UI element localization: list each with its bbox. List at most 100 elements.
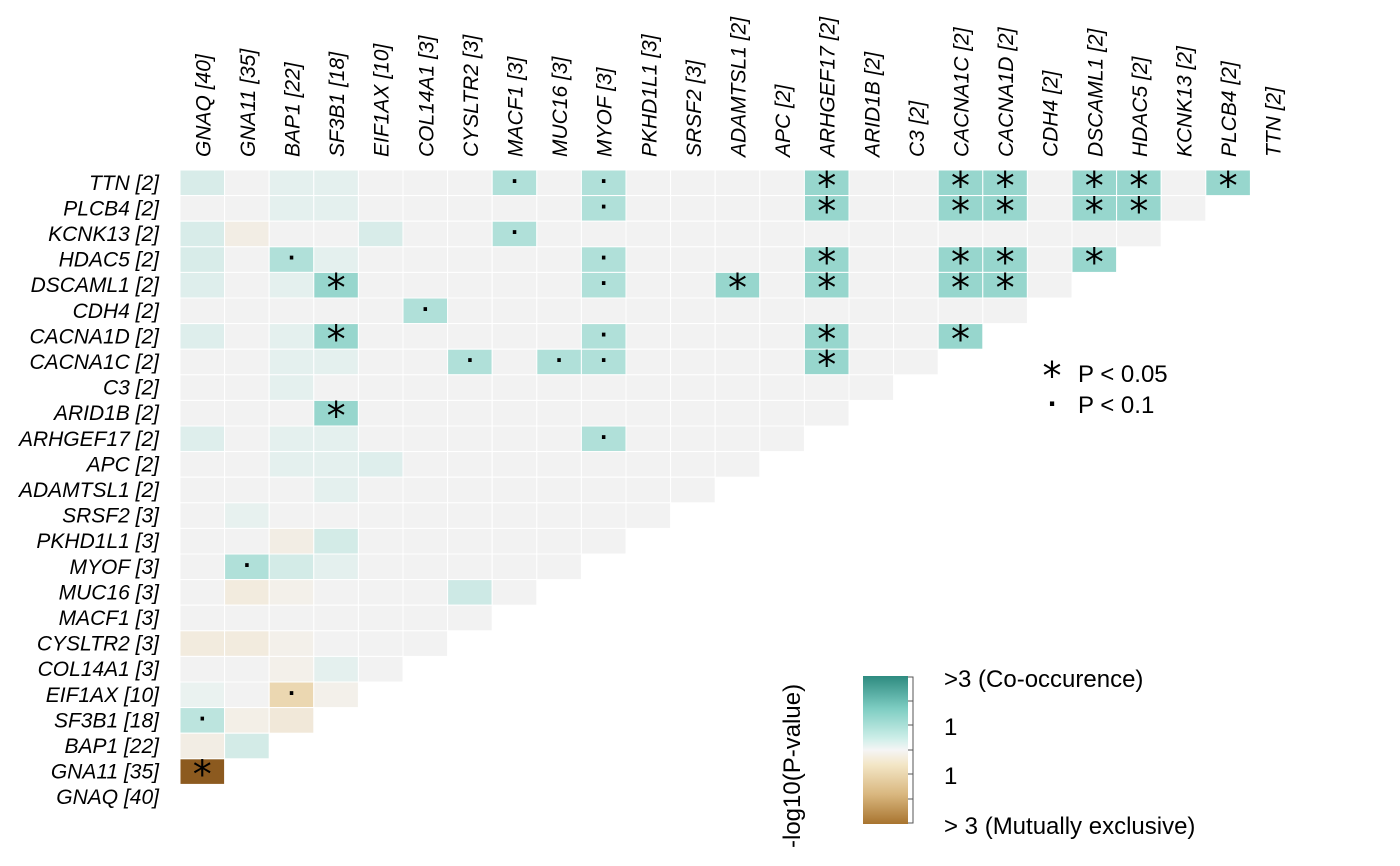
heatmap-cell bbox=[580, 348, 627, 376]
heatmap-cell bbox=[447, 579, 493, 606]
heatmap-cell bbox=[491, 579, 538, 606]
significance-star: * bbox=[327, 394, 346, 438]
heatmap-cell bbox=[491, 271, 538, 299]
heatmap-cell bbox=[224, 707, 270, 734]
heatmap-cell bbox=[848, 195, 895, 222]
legend-star-label: P < 0.05 bbox=[1078, 361, 1168, 388]
heatmap-cell bbox=[625, 246, 672, 273]
heatmap-cell bbox=[1026, 195, 1073, 222]
y-axis-label: MYOF [3] bbox=[70, 556, 161, 579]
heatmap-cell bbox=[1116, 169, 1162, 197]
heatmap-cell bbox=[224, 323, 270, 350]
significance-dot: · bbox=[600, 271, 608, 295]
significance-star: * bbox=[1129, 189, 1148, 233]
heatmap-cell bbox=[224, 476, 270, 504]
y-axis-label: CYSLTR2 [3] bbox=[37, 633, 160, 656]
heatmap-cell bbox=[1026, 169, 1073, 197]
y-axis-label: C3 [2] bbox=[103, 377, 160, 400]
heatmap-cell bbox=[402, 348, 449, 376]
heatmap-cell bbox=[402, 502, 449, 529]
heatmap-cell bbox=[491, 348, 538, 376]
colorbar-title: -log10(P-value) bbox=[779, 684, 806, 848]
heatmap-cell bbox=[224, 630, 270, 657]
x-axis-label: GNA11 [35] bbox=[237, 48, 260, 157]
heatmap-cell bbox=[313, 451, 359, 478]
significance-star: * bbox=[327, 266, 346, 310]
heatmap-cell bbox=[268, 195, 315, 222]
heatmap-cell bbox=[580, 297, 627, 325]
heatmap-cell bbox=[803, 271, 850, 299]
heatmap-cell bbox=[447, 195, 493, 222]
heatmap-cell bbox=[268, 246, 315, 273]
colorbar-gradient bbox=[863, 676, 908, 824]
heatmap-cell bbox=[937, 297, 984, 325]
heatmap-cell bbox=[402, 297, 449, 325]
heatmap-cell bbox=[268, 451, 315, 478]
heatmap-cell bbox=[224, 425, 270, 453]
heatmap-cell bbox=[402, 220, 449, 248]
heatmap-cell bbox=[803, 348, 850, 376]
significance-star: * bbox=[1085, 189, 1104, 233]
heatmap-cell bbox=[179, 425, 226, 453]
heatmap-cell bbox=[491, 527, 538, 555]
heatmap-cell bbox=[179, 758, 226, 785]
significance-star: * bbox=[951, 241, 970, 285]
heatmap-cell bbox=[268, 271, 315, 299]
heatmap-cell bbox=[224, 579, 270, 606]
x-axis-label: MYOF [3] bbox=[594, 66, 617, 157]
heatmap-cell bbox=[313, 246, 359, 273]
heatmap-cell bbox=[179, 502, 226, 529]
heatmap-cell bbox=[179, 220, 226, 248]
significance-star: * bbox=[327, 317, 346, 361]
significance-dot: · bbox=[288, 681, 296, 705]
significance-star: * bbox=[1219, 164, 1238, 208]
significance-dot: · bbox=[600, 194, 608, 218]
y-axis-label: SRSF2 [3] bbox=[62, 505, 160, 528]
heatmap-cell bbox=[268, 220, 315, 248]
heatmap-cell bbox=[447, 553, 493, 581]
heatmap-cell bbox=[982, 220, 1028, 248]
heatmap-cell bbox=[313, 195, 359, 222]
heatmap-cell bbox=[357, 630, 404, 657]
heatmap-cell bbox=[536, 271, 582, 299]
heatmap-cell bbox=[224, 604, 270, 632]
significance-dot: · bbox=[600, 246, 608, 270]
heatmap-cell bbox=[357, 297, 404, 325]
heatmap-cell bbox=[357, 348, 404, 376]
x-axis-label: EIF1AX [10] bbox=[371, 43, 394, 157]
heatmap-cell bbox=[714, 348, 761, 376]
heatmap-cell bbox=[536, 169, 582, 197]
heatmap-cell bbox=[313, 502, 359, 529]
heatmap-cell bbox=[402, 323, 449, 350]
heatmap-cell bbox=[670, 297, 716, 325]
heatmap-cell bbox=[447, 169, 493, 197]
x-axis-label: PLCB4 [2] bbox=[1218, 60, 1241, 157]
heatmap-cell bbox=[714, 399, 761, 427]
heatmap-cell bbox=[580, 502, 627, 529]
heatmap-cell bbox=[670, 220, 716, 248]
heatmap-cell bbox=[357, 604, 404, 632]
legend-dot-symbol: · bbox=[1047, 390, 1056, 418]
colorbar-label-1-upper: 1 bbox=[944, 714, 957, 741]
heatmap-cell bbox=[536, 348, 582, 376]
y-axis-label: MACF1 [3] bbox=[59, 607, 161, 630]
y-axis-label: CACNA1D [2] bbox=[29, 325, 160, 348]
y-axis-label: BAP1 [22] bbox=[64, 735, 160, 758]
heatmap-cell bbox=[402, 425, 449, 453]
heatmap-cell bbox=[625, 451, 672, 478]
heatmap-cell bbox=[670, 476, 716, 504]
heatmap-cell bbox=[447, 271, 493, 299]
heatmap-cell bbox=[313, 476, 359, 504]
heatmap-cell bbox=[893, 246, 939, 273]
y-axis-label: MUC16 [3] bbox=[59, 581, 161, 604]
y-axis-label: COL14A1 [3] bbox=[38, 658, 161, 681]
significance-star: * bbox=[996, 266, 1015, 310]
heatmap-cell bbox=[536, 246, 582, 273]
colorbar-label-bottom: > 3 (Mutually exclusive) bbox=[944, 813, 1195, 840]
heatmap-cell bbox=[313, 220, 359, 248]
x-axis-label: CYSLTR2 [3] bbox=[460, 34, 483, 157]
heatmap-cell bbox=[625, 348, 672, 376]
heatmap-cell bbox=[893, 220, 939, 248]
significance-star: * bbox=[996, 241, 1015, 285]
heatmap-cell bbox=[714, 169, 761, 197]
